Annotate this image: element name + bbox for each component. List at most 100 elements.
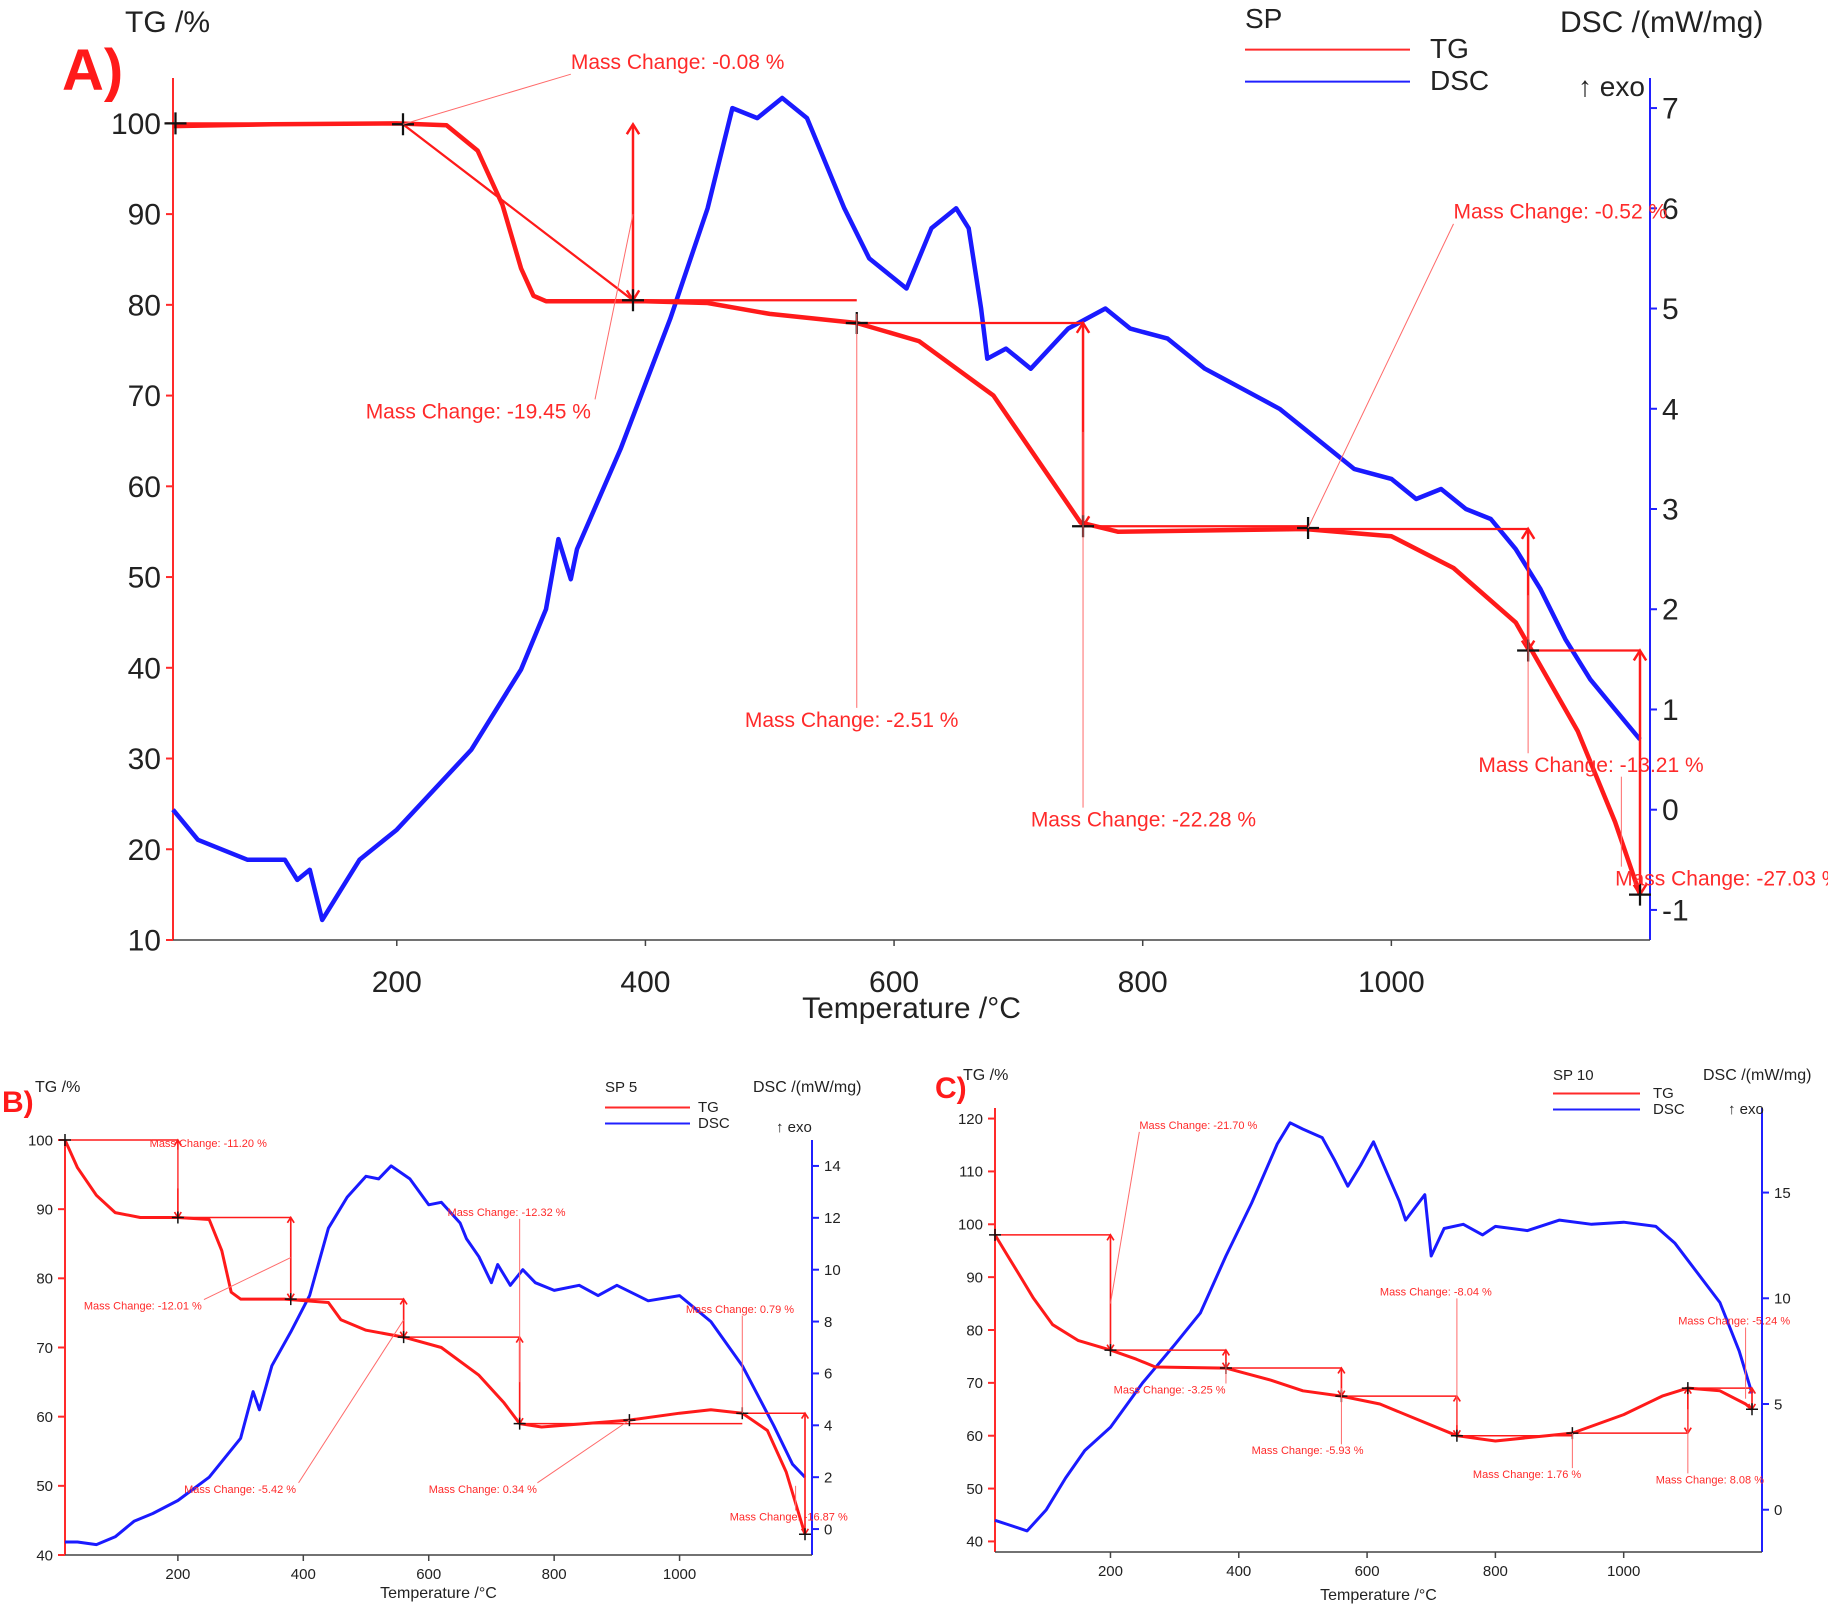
y-right-tick-label: 6 [824, 1366, 832, 1383]
arrow-head [1221, 1348, 1231, 1356]
y-right-tick-label: 5 [1774, 1396, 1782, 1413]
mass-change-annotation: Mass Change: -19.45 % [366, 400, 591, 423]
y-left-axis-label: TG /% [35, 1079, 80, 1096]
legend-sample-name: SP 10 [1553, 1067, 1594, 1084]
evaluation-point-marker [171, 1211, 184, 1224]
annotation-leader-line [594, 214, 634, 400]
y-right-tick-label: -1 [1662, 894, 1689, 927]
arrow-head [399, 1297, 408, 1305]
y-left-tick-label: 40 [966, 1534, 983, 1551]
arrow-head [800, 1411, 810, 1420]
arrow-head [1106, 1233, 1115, 1241]
y-left-tick-label: 50 [128, 562, 161, 595]
x-tick-label: 800 [1118, 966, 1168, 999]
y-left-tick-label: 30 [128, 743, 161, 776]
y-right-axis-label: DSC /(mW/mg) [753, 1079, 861, 1096]
annotation-leader-line [298, 1319, 405, 1484]
y-left-tick-label: 20 [128, 834, 161, 867]
legend-dsc-label: DSC [1430, 65, 1489, 96]
y-left-tick-label: 120 [958, 1111, 983, 1128]
y-right-tick-label: 6 [1662, 193, 1679, 226]
step-line [402, 123, 634, 302]
dsc-curve [171, 95, 1642, 923]
legend-sample-name: SP [1245, 3, 1282, 34]
mass-change-annotation: Mass Change: -5.24 % [1678, 1316, 1790, 1328]
y-right-axis-label: DSC /(mW/mg) [1560, 6, 1763, 39]
evaluation-point-marker [1746, 1403, 1758, 1416]
x-axis-label: Temperature /°C [1320, 1587, 1437, 1604]
mass-change-annotation: Mass Change: -27.03 % [1615, 868, 1828, 891]
arrow-head [1632, 648, 1648, 662]
arrow-head [1747, 1386, 1757, 1394]
x-tick-label: 200 [165, 1566, 190, 1583]
x-tick-label: 400 [1226, 1563, 1251, 1580]
arrow-head [1075, 320, 1091, 334]
legend-dsc-label: DSC [1653, 1101, 1685, 1118]
evaluation-point-marker [799, 1528, 811, 1541]
annotation-leader-line [1109, 1131, 1140, 1304]
y-left-tick-label: 70 [128, 380, 161, 413]
x-tick-label: 200 [372, 966, 422, 999]
x-tick-label: 800 [1483, 1563, 1508, 1580]
x-tick-label: 600 [869, 966, 919, 999]
panel-a: A) 10 20 30 40 50 60 70 80 90 100 -1 0 1 2 3 4 5 6 7 200 400 6… [62, 3, 1828, 1025]
y-right-tick-label: 1 [1662, 694, 1679, 727]
y-right-tick-label: 4 [1662, 393, 1679, 426]
mass-change-annotation: Mass Change: 0.79 % [686, 1304, 794, 1316]
dsc-curve [65, 1164, 807, 1547]
y-left-tick-label: 100 [111, 108, 161, 141]
annotation-leader-line [1307, 223, 1454, 529]
tg-curve [63, 1139, 807, 1535]
legend-sample-name: SP 5 [605, 1079, 637, 1096]
y-left-tick-label: 100 [28, 1132, 53, 1149]
mass-change-annotation: Mass Change: -21.70 % [1139, 1120, 1257, 1132]
y-right-tick-label: 10 [1774, 1291, 1791, 1308]
y-left-tick-label: 90 [966, 1269, 983, 1286]
tg-curve [993, 1234, 1753, 1443]
x-axis-label: Temperature /°C [802, 992, 1021, 1025]
exo-direction-label: ↑ exo [1728, 1101, 1764, 1118]
x-tick-label: 400 [291, 1566, 316, 1583]
evaluation-point-marker [164, 112, 187, 135]
y-right-tick-label: 8 [824, 1314, 832, 1331]
x-tick-label: 1000 [1358, 966, 1425, 999]
y-right-tick-label: 0 [1662, 794, 1679, 827]
mass-change-annotation: Mass Change: -0.52 % [1454, 201, 1668, 224]
x-tick-label: 600 [1355, 1563, 1380, 1580]
panel-letter: B) [2, 1086, 34, 1119]
arrow-head [1337, 1366, 1346, 1374]
legend-dsc-label: DSC [698, 1115, 730, 1132]
panel-letter: C) [935, 1072, 967, 1105]
evaluation-point-marker [1450, 1429, 1463, 1442]
y-right-tick-label: 15 [1774, 1185, 1791, 1202]
y-right-tick-label: 0 [824, 1521, 832, 1538]
legend-tg-label: TG [698, 1099, 719, 1116]
y-right-tick-label: 5 [1662, 293, 1679, 326]
y-left-tick-label: 100 [958, 1217, 983, 1234]
y-right-tick-label: 2 [1662, 594, 1679, 627]
arrow-head [1520, 526, 1536, 540]
y-right-tick-label: 12 [824, 1210, 841, 1227]
exo-direction-label: ↑ exo [1578, 71, 1645, 102]
mass-change-annotation: Mass Change: -16.87 % [730, 1511, 848, 1523]
y-right-tick-label: 14 [824, 1158, 841, 1175]
y-left-tick-label: 90 [128, 199, 161, 232]
mass-change-annotation: Mass Change: 1.76 % [1473, 1469, 1581, 1481]
evaluation-point-marker [1104, 1344, 1117, 1357]
mass-change-annotation: Mass Change: 0.34 % [429, 1484, 537, 1496]
y-left-tick-label: 60 [36, 1409, 53, 1426]
y-left-tick-label: 10 [128, 925, 161, 958]
evaluation-point-marker [1297, 517, 1320, 540]
y-right-tick-label: 3 [1662, 494, 1679, 527]
legend-tg-label: TG [1653, 1085, 1674, 1102]
mass-change-annotation: Mass Change: -5.42 % [184, 1484, 296, 1496]
y-right-axis-label: DSC /(mW/mg) [1703, 1067, 1811, 1084]
mass-change-annotation: Mass Change: -0.08 % [571, 51, 785, 74]
annotation-leader-line [203, 1257, 291, 1301]
dsc-curve [994, 1121, 1754, 1533]
mass-change-annotation: Mass Change: -5.93 % [1252, 1445, 1364, 1457]
exo-direction-label: ↑ exo [776, 1119, 812, 1136]
y-left-tick-label: 80 [36, 1271, 53, 1288]
